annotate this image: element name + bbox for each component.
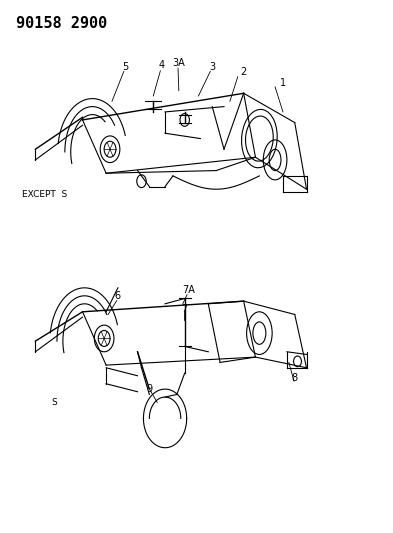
Text: 3: 3 (209, 62, 215, 71)
Text: 7A: 7A (182, 286, 195, 295)
Text: 4: 4 (158, 60, 164, 70)
Text: 9: 9 (146, 384, 152, 394)
Text: 3A: 3A (173, 58, 185, 68)
Text: 8: 8 (292, 374, 298, 383)
Text: EXCEPT  S: EXCEPT S (22, 190, 67, 199)
Text: 7: 7 (182, 304, 188, 314)
Text: 6: 6 (115, 291, 121, 301)
Text: 2: 2 (241, 67, 247, 77)
Text: 1: 1 (280, 78, 286, 87)
Text: 5: 5 (123, 62, 129, 71)
Text: 90158 2900: 90158 2900 (16, 16, 107, 31)
Text: S: S (51, 398, 57, 407)
